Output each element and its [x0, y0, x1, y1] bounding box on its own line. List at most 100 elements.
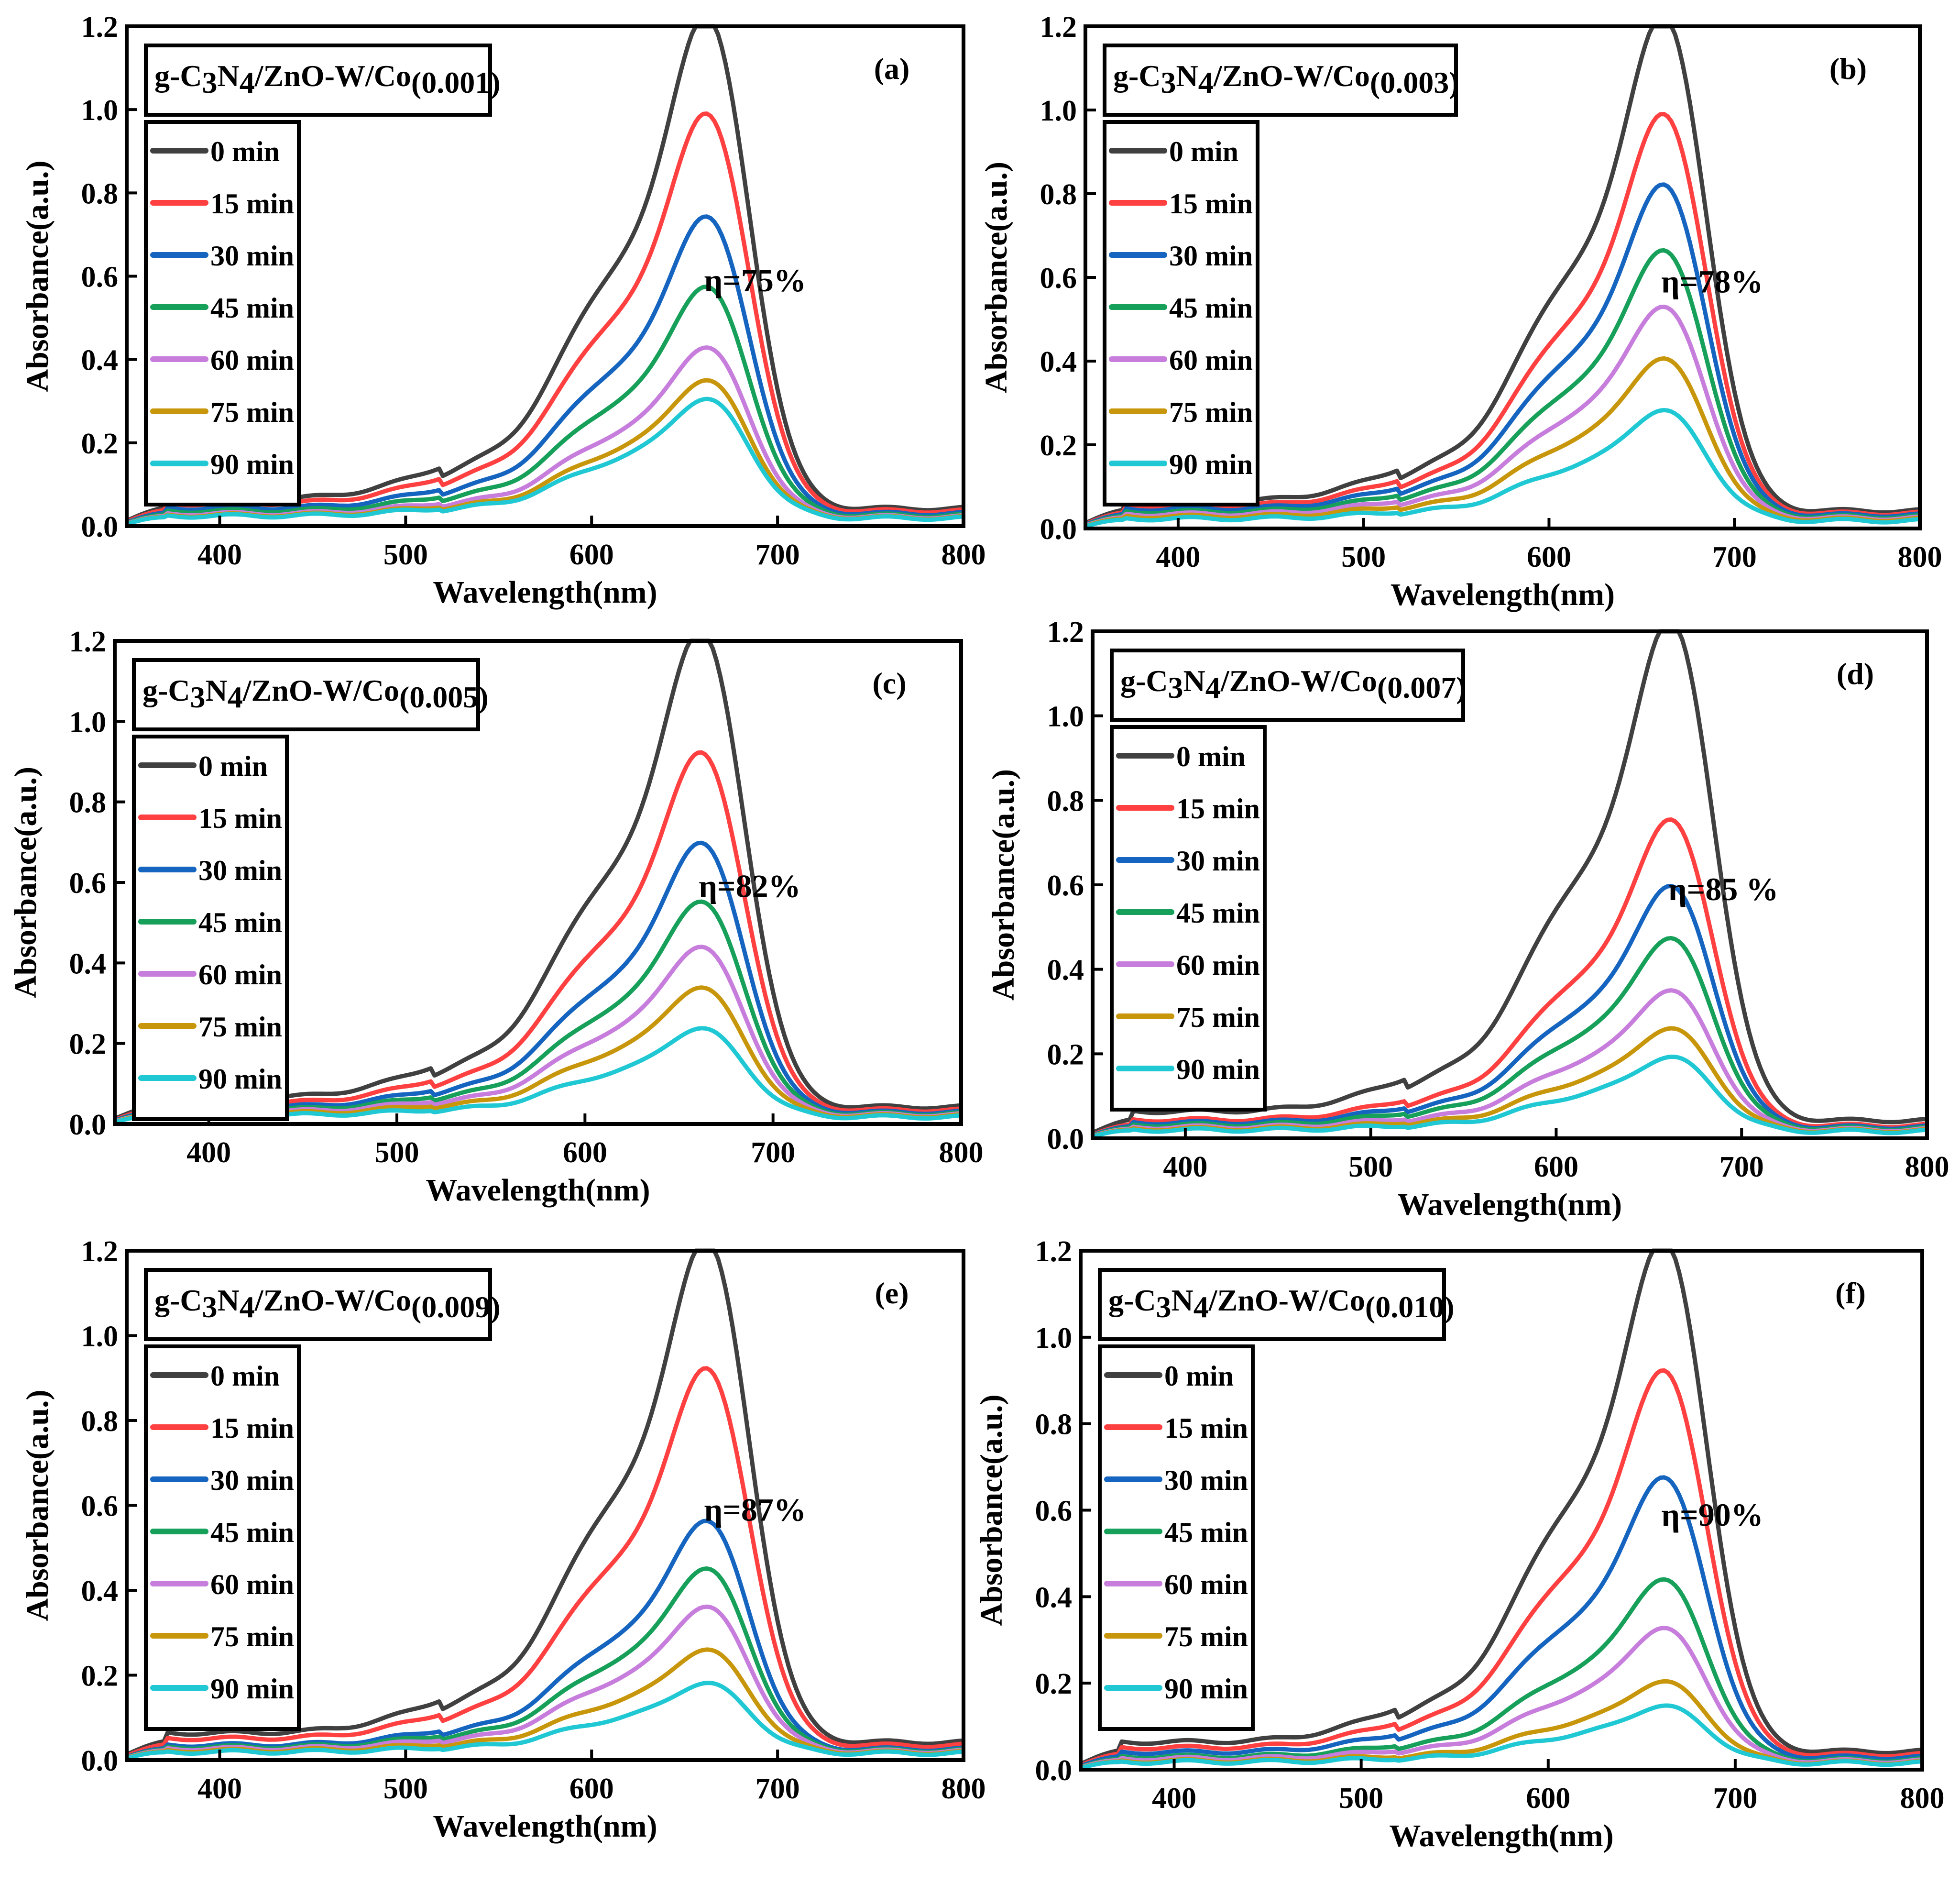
series-line-0-min	[1092, 629, 1927, 1135]
y-tick-label: 1.0	[81, 94, 119, 127]
x-tick-label: 600	[569, 1773, 614, 1805]
x-tick-label: 400	[1163, 1151, 1207, 1183]
legend-label: 45 min	[210, 1517, 294, 1548]
y-tick-label: 0.2	[1047, 1038, 1084, 1071]
x-tick-label: 600	[569, 539, 614, 571]
x-tick-label: 500	[1339, 1782, 1383, 1815]
sample-title: g-C3N4/ZnO-W/Co(0.009)	[154, 1283, 501, 1324]
y-tick-label: 0.2	[1040, 429, 1077, 462]
series-line-0-min	[1080, 1248, 1923, 1766]
legend-label: 30 min	[210, 240, 294, 272]
x-axis-label: Wavelength(nm)	[433, 1809, 657, 1844]
legend-label: 30 min	[1176, 845, 1260, 877]
sample-title-box	[1103, 44, 1458, 117]
x-tick-label: 400	[1152, 1782, 1196, 1815]
series-line-45-min	[1092, 936, 1927, 1138]
y-tick-label: 0.4	[81, 1575, 119, 1608]
legend-label: 30 min	[198, 855, 282, 886]
series-line-75-min	[1084, 356, 1920, 528]
y-tick-label: 0.4	[1035, 1581, 1073, 1614]
series-line-15-min	[1084, 111, 1920, 526]
series-line-30-min	[126, 214, 964, 525]
series-line-90-min	[126, 396, 964, 526]
chart-panel-b: 0.0 0.2 0.4 0.6 0.8 1.0 1.2 400 500 600 700 800 Wave…	[979, 11, 1942, 612]
series-line-90-min	[1080, 1703, 1923, 1770]
x-axis-label: Wavelength(nm)	[1391, 577, 1615, 612]
sample-title-box	[144, 44, 492, 117]
legend-label: 60 min	[1176, 949, 1260, 981]
y-axis-label: Absorbance(a.u.)	[986, 769, 1021, 1001]
y-axis-label: Absorbance(a.u.)	[20, 1389, 55, 1621]
legend-label: 90 min	[198, 1063, 282, 1095]
series-line-60-min	[1080, 1626, 1923, 1770]
series-line-30-min	[1084, 182, 1920, 527]
x-tick-label: 400	[197, 1773, 242, 1805]
y-tick-label: 0.2	[1035, 1668, 1073, 1700]
x-axis-label: Wavelength(nm)	[1389, 1818, 1613, 1853]
sample-title-box	[144, 1268, 492, 1341]
x-tick-label: 500	[375, 1136, 419, 1169]
legend-label: 0 min	[1164, 1360, 1234, 1392]
x-tick-label: 400	[1156, 541, 1200, 573]
sample-title: g-C3N4/ZnO-W/Co(0.007)	[1120, 664, 1467, 705]
panel-label: (c)	[872, 666, 906, 700]
y-tick-label: 1.0	[1040, 95, 1077, 127]
x-tick-label: 600	[1527, 541, 1571, 573]
series-line-60-min	[1084, 304, 1920, 528]
sample-title-box	[1110, 649, 1465, 722]
legend-label: 0 min	[210, 136, 280, 167]
panel-label: (e)	[875, 1276, 909, 1310]
y-tick-label: 0.0	[1047, 1123, 1084, 1156]
x-tick-label: 800	[1900, 1782, 1945, 1815]
y-tick-label: 0.2	[69, 1028, 107, 1061]
sample-title: g-C3N4/ZnO-W/Co(0.005)	[142, 673, 489, 714]
x-tick-label: 800	[942, 1773, 986, 1805]
y-tick-label: 1.2	[1047, 616, 1084, 649]
legend-label: 45 min	[210, 292, 294, 324]
legend-label: 45 min	[198, 907, 282, 938]
chart-panel-a: 0.0 0.2 0.4 0.6 0.8 1.0 1.2 400 500 600 700 800 Wave…	[20, 11, 986, 610]
series-line-45-min	[1084, 248, 1920, 527]
legend-label: 0 min	[1169, 136, 1238, 167]
y-tick-label: 0.0	[1035, 1754, 1073, 1787]
y-tick-label: 0.4	[1040, 346, 1077, 378]
y-axis-label: Absorbance(a.u.)	[20, 160, 55, 392]
y-tick-label: 0.4	[1047, 954, 1084, 987]
x-tick-label: 800	[1898, 541, 1942, 573]
series-line-90-min	[1092, 1055, 1927, 1139]
chart-panel-d: 0.0 0.2 0.4 0.6 0.8 1.0 1.2 400 500 600 700 800 Wave…	[986, 616, 1949, 1222]
legend-label: 90 min	[1164, 1673, 1248, 1705]
legend-label: 15 min	[198, 803, 282, 834]
panel-label: (b)	[1829, 52, 1867, 86]
series-line-90-min	[1084, 408, 1920, 529]
y-axis-label: Absorbance(a.u.)	[8, 767, 43, 998]
legend-box	[1110, 725, 1267, 1112]
legend-label: 30 min	[1169, 240, 1253, 272]
x-tick-label: 700	[756, 539, 800, 571]
x-tick-label: 800	[939, 1136, 984, 1169]
y-tick-label: 0.2	[81, 428, 119, 460]
series-line-30-min	[1080, 1475, 1923, 1768]
efficiency-label: η=75%	[704, 262, 806, 298]
y-tick-label: 1.2	[81, 1235, 119, 1268]
y-tick-label: 1.0	[1047, 701, 1084, 733]
y-tick-label: 0.6	[81, 261, 119, 294]
x-tick-label: 800	[942, 539, 986, 571]
series-line-45-min	[126, 284, 964, 525]
legend-label: 60 min	[1164, 1569, 1248, 1600]
series-line-0-min	[126, 1248, 964, 1757]
y-tick-label: 0.8	[1040, 178, 1077, 211]
series-line-15-min	[126, 1366, 964, 1758]
legend-label: 60 min	[198, 959, 282, 991]
x-tick-label: 500	[383, 539, 428, 571]
legend-label: 30 min	[1164, 1465, 1248, 1496]
legend-label: 90 min	[210, 1673, 294, 1705]
x-tick-label: 700	[1713, 1782, 1757, 1815]
x-tick-label: 500	[383, 1773, 428, 1805]
x-tick-label: 400	[186, 1136, 231, 1169]
y-tick-label: 0.8	[1047, 785, 1084, 817]
legend-label: 30 min	[210, 1465, 294, 1496]
legend-label: 75 min	[198, 1011, 282, 1043]
legend-label: 15 min	[210, 188, 294, 220]
efficiency-label: η=85 %	[1668, 871, 1778, 907]
